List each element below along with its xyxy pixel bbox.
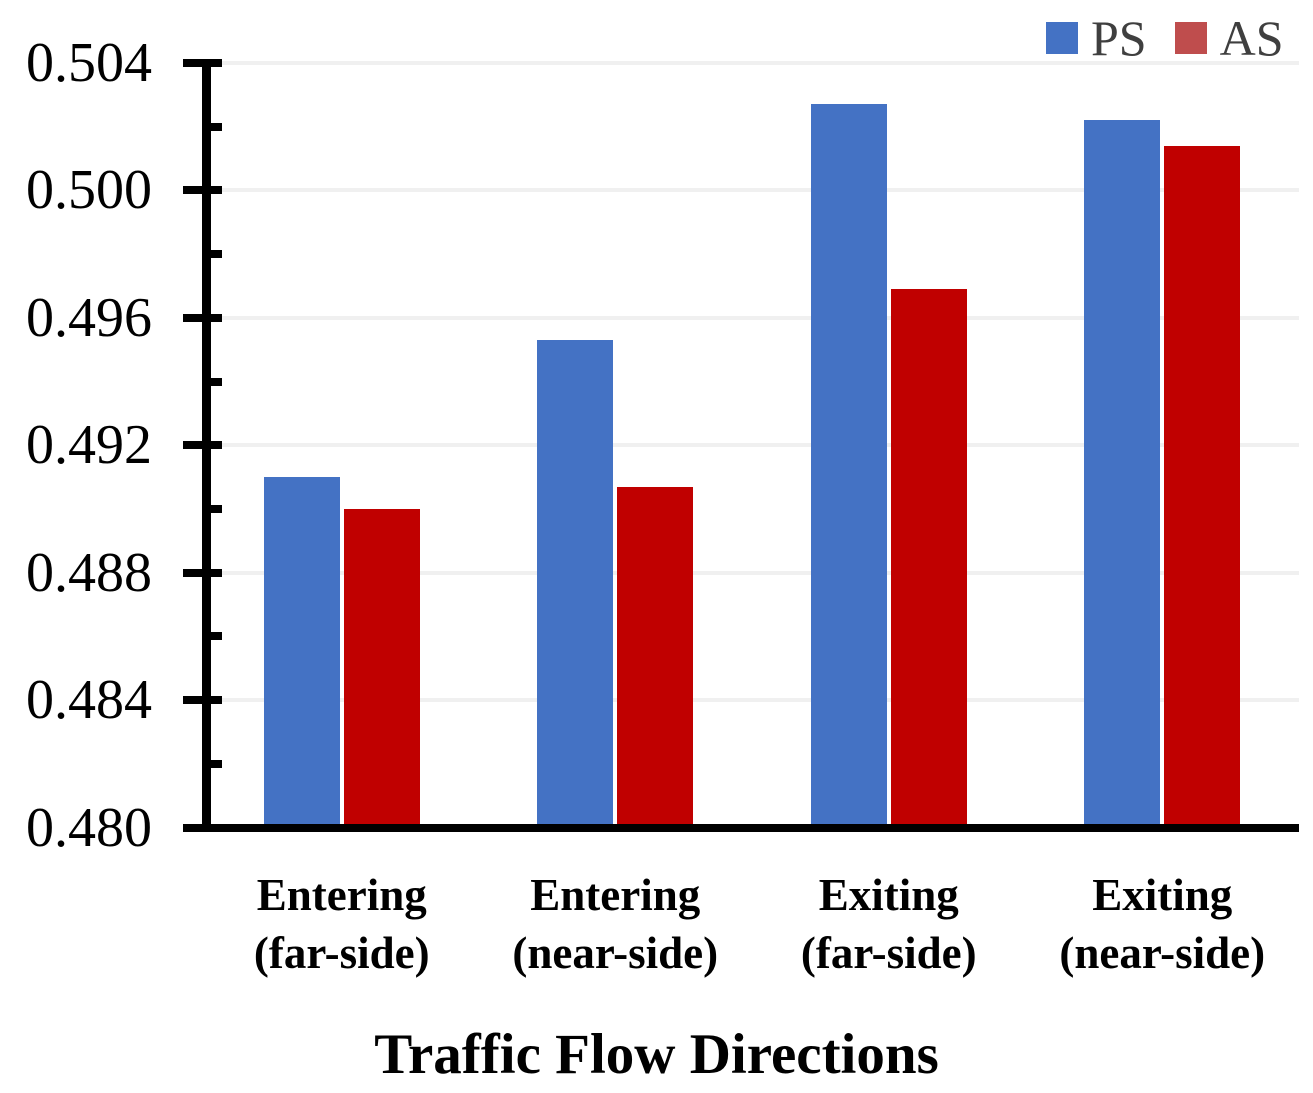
x-category-label: Exiting (near-side) — [1059, 870, 1266, 978]
y-axis-major-tick — [183, 186, 222, 195]
y-axis-major-tick — [183, 313, 222, 322]
legend-label: PS — [1091, 10, 1147, 66]
y-axis-major-tick — [183, 441, 222, 450]
x-category-label: Entering (far-side) — [253, 870, 430, 978]
gridline — [205, 698, 1299, 703]
y-axis-minor-tick — [205, 250, 222, 259]
y-tick-label: 0.492 — [26, 414, 152, 477]
legend-item-ps: PS — [1046, 10, 1147, 66]
bar-ps-2 — [810, 104, 887, 825]
bar-as-2 — [890, 289, 967, 825]
gridline — [205, 443, 1299, 448]
gridline — [205, 61, 1299, 65]
y-axis-minor-tick — [205, 377, 222, 386]
legend-swatch-icon — [1174, 22, 1207, 54]
y-axis-minor-tick — [205, 504, 222, 513]
gridline — [205, 570, 1299, 575]
bar-ps-0 — [263, 477, 340, 825]
bar-as-3 — [1164, 145, 1241, 825]
y-tick-label: 0.504 — [26, 32, 152, 94]
x-category-label: Entering (near-side) — [512, 870, 719, 978]
x-category-label: Exiting (far-side) — [800, 870, 977, 978]
y-axis-major-tick — [183, 59, 222, 67]
y-axis-major-tick — [183, 696, 222, 705]
bar-ps-1 — [537, 340, 614, 825]
gridline — [205, 188, 1299, 193]
legend-item-as: AS — [1174, 10, 1284, 66]
y-axis-major-tick — [183, 568, 222, 577]
gridline — [205, 315, 1299, 320]
bar-ps-3 — [1084, 120, 1161, 825]
y-axis-major-tick — [183, 823, 222, 832]
legend-swatch-icon — [1046, 22, 1078, 54]
y-tick-label: 0.484 — [26, 669, 152, 732]
y-axis-minor-tick — [205, 759, 222, 768]
y-tick-label: 0.496 — [26, 286, 152, 349]
y-axis-minor-tick — [205, 122, 222, 131]
y-tick-label: 0.488 — [26, 541, 152, 604]
x-axis-title: Traffic Flow Directions — [374, 1023, 939, 1086]
y-tick-label: 0.480 — [26, 796, 152, 859]
legend-label: AS — [1219, 10, 1284, 66]
bar-as-1 — [617, 486, 694, 825]
y-axis-minor-tick — [205, 632, 222, 641]
x-axis-line — [183, 824, 1299, 832]
y-tick-label: 0.500 — [26, 159, 152, 222]
legend: PS AS — [1046, 10, 1284, 66]
bar-as-0 — [343, 508, 420, 825]
